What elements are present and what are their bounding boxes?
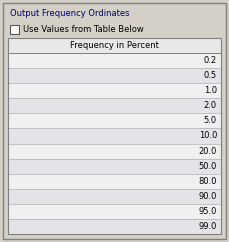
Bar <box>8 83 221 98</box>
Bar <box>8 129 221 144</box>
Text: 95.0: 95.0 <box>199 207 217 216</box>
Text: 0.2: 0.2 <box>204 56 217 65</box>
Text: Use Values from Table Below: Use Values from Table Below <box>23 24 144 33</box>
Bar <box>8 38 221 234</box>
Text: 5.0: 5.0 <box>204 116 217 125</box>
Bar <box>8 219 221 234</box>
Bar <box>8 174 221 189</box>
Bar <box>8 113 221 129</box>
Bar <box>8 38 221 53</box>
Text: 0.5: 0.5 <box>204 71 217 80</box>
Text: 50.0: 50.0 <box>199 162 217 171</box>
Text: 1.0: 1.0 <box>204 86 217 95</box>
Bar <box>8 98 221 113</box>
Bar <box>10 24 19 33</box>
Text: Output Frequency Ordinates: Output Frequency Ordinates <box>10 9 130 18</box>
Text: 20.0: 20.0 <box>199 147 217 156</box>
Text: Frequency in Percent: Frequency in Percent <box>70 41 159 50</box>
Bar <box>8 53 221 68</box>
Bar <box>8 189 221 204</box>
Bar <box>8 144 221 159</box>
Text: 80.0: 80.0 <box>199 177 217 186</box>
Bar <box>8 204 221 219</box>
Text: 10.0: 10.0 <box>199 131 217 141</box>
Bar <box>8 68 221 83</box>
Bar <box>8 159 221 174</box>
Text: 2.0: 2.0 <box>204 101 217 110</box>
Bar <box>8 38 221 234</box>
Text: 90.0: 90.0 <box>199 192 217 201</box>
Text: 99.0: 99.0 <box>199 222 217 231</box>
